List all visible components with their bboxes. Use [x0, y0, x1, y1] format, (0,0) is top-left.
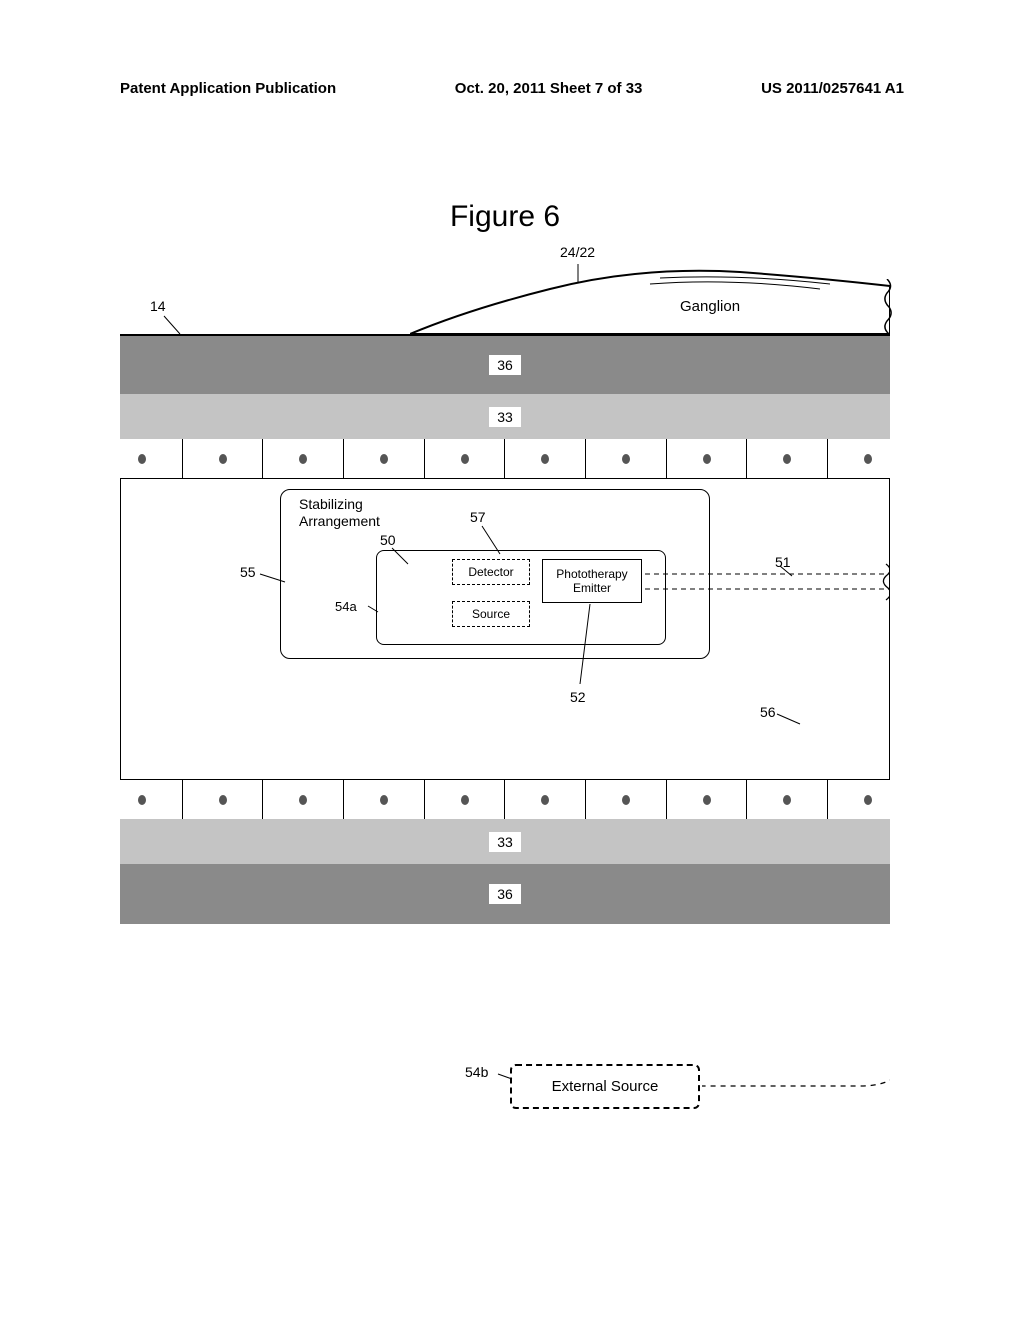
ref-54b: 54b: [465, 1064, 488, 1080]
layer-36-label: 36: [489, 355, 521, 375]
ref-24-22: 24/22: [560, 244, 595, 260]
squiggle-top-right: [884, 279, 896, 334]
ref-51: 51: [775, 554, 791, 570]
ref-50: 50: [380, 532, 396, 548]
layer-33-top: 33: [120, 394, 890, 439]
ref-14: 14: [150, 298, 166, 314]
figure-container: Figure 6 Ganglion 36 33: [120, 200, 890, 1164]
dot-row-top: [120, 439, 890, 479]
phototherapy-box: PhototherapyEmitter: [542, 559, 642, 603]
layer-33-bottom-label: 33: [489, 832, 521, 852]
figure-title: Figure 6: [120, 200, 890, 234]
detector-box: Detector: [452, 559, 530, 585]
header-center: Oct. 20, 2011 Sheet 7 of 33: [455, 80, 643, 97]
header-right: US 2011/0257641 A1: [761, 80, 904, 97]
ganglion-shape: [410, 264, 890, 336]
layer-33-label: 33: [489, 407, 521, 427]
layer-36-bottom: 36: [120, 864, 890, 924]
dot-row-bottom: [120, 779, 890, 819]
source-box: Source: [452, 601, 530, 627]
ref-57: 57: [470, 509, 486, 525]
ref-52: 52: [570, 689, 586, 705]
stabilizing-arrangement: Stabilizing Arrangement Detector Phototh…: [280, 489, 710, 659]
diagram: Ganglion 36 33 Stabilizing Arrangement: [120, 264, 890, 1164]
inner-box: Detector PhototherapyEmitter Source: [376, 550, 666, 645]
layer-36-top: 36: [120, 334, 890, 394]
layer-36-bottom-label: 36: [489, 884, 521, 904]
ref-54a: 54a: [335, 599, 357, 614]
ganglion-label: Ganglion: [680, 298, 740, 315]
layer-33-bottom: 33: [120, 819, 890, 864]
header-left: Patent Application Publication: [120, 80, 336, 97]
stabilizing-label: Stabilizing Arrangement: [299, 496, 380, 530]
page-header: Patent Application Publication Oct. 20, …: [120, 80, 904, 97]
ref-55: 55: [240, 564, 256, 580]
ref-56: 56: [760, 704, 776, 720]
external-source-box: External Source: [510, 1064, 700, 1109]
